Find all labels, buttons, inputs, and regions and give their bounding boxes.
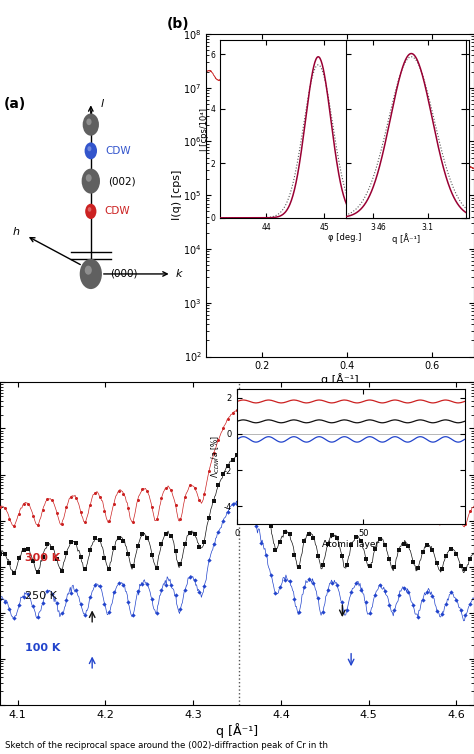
Text: CDW: CDW bbox=[105, 207, 130, 216]
Text: CDW: CDW bbox=[105, 146, 131, 156]
X-axis label: q [Å⁻¹]: q [Å⁻¹] bbox=[321, 372, 359, 385]
Text: k: k bbox=[175, 269, 182, 279]
Ellipse shape bbox=[82, 114, 99, 136]
Text: h: h bbox=[13, 226, 19, 237]
Ellipse shape bbox=[86, 174, 91, 182]
Ellipse shape bbox=[82, 169, 100, 194]
Text: Sketch of the reciprocal space around the (002)-diffraction peak of Cr in th: Sketch of the reciprocal space around th… bbox=[5, 741, 328, 750]
Text: (a): (a) bbox=[4, 97, 26, 112]
Ellipse shape bbox=[84, 143, 97, 159]
Text: 250 K: 250 K bbox=[25, 591, 56, 601]
Ellipse shape bbox=[88, 207, 91, 212]
Text: l: l bbox=[101, 100, 104, 109]
X-axis label: q [Å⁻¹]: q [Å⁻¹] bbox=[216, 722, 258, 737]
Text: (b): (b) bbox=[166, 17, 189, 31]
Ellipse shape bbox=[86, 118, 91, 125]
Y-axis label: I(q) [cps]: I(q) [cps] bbox=[172, 170, 182, 220]
Ellipse shape bbox=[85, 204, 96, 219]
Text: 100 K: 100 K bbox=[25, 642, 60, 653]
Text: (000): (000) bbox=[110, 269, 138, 279]
Text: (002): (002) bbox=[109, 176, 136, 186]
Text: 300 K: 300 K bbox=[25, 553, 60, 563]
Ellipse shape bbox=[87, 146, 91, 152]
Ellipse shape bbox=[85, 265, 92, 274]
Ellipse shape bbox=[80, 259, 102, 289]
